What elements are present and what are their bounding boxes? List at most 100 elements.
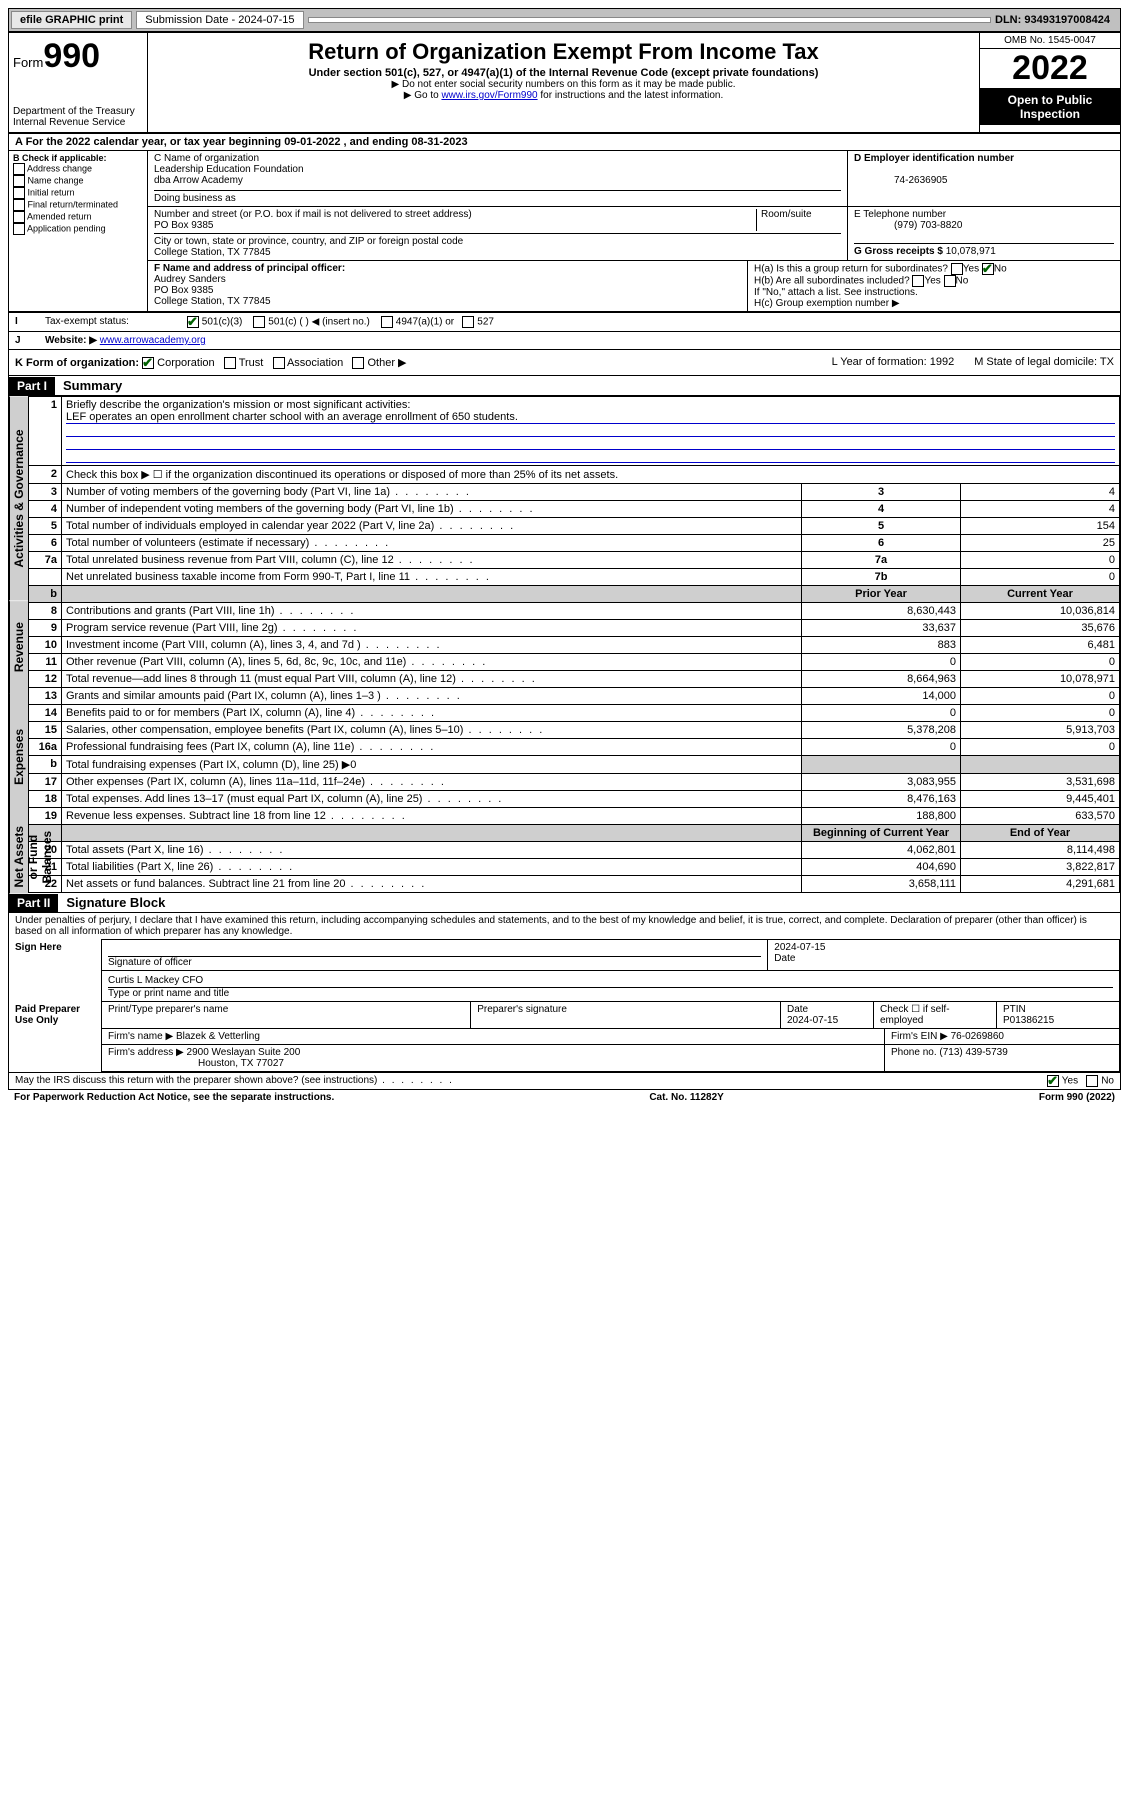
- line-k: K Form of organization: Corporation Trus…: [9, 349, 1120, 376]
- k-other: Other ▶: [367, 357, 406, 369]
- discuss-yes-chk[interactable]: [1047, 1075, 1059, 1087]
- hdr-prior: Prior Year: [802, 586, 961, 603]
- e-label: E Telephone number: [854, 209, 946, 220]
- efile-button[interactable]: efile GRAPHIC print: [11, 11, 132, 29]
- vtab-expenses: Expenses: [9, 694, 28, 820]
- firm-ein-label: Firm's EIN ▶: [891, 1031, 948, 1042]
- hb-no-chk[interactable]: [944, 275, 956, 287]
- k-corp-chk[interactable]: [142, 357, 154, 369]
- prep-self-employed[interactable]: Check ☐ if self-employed: [874, 1002, 997, 1028]
- ha-yes-chk[interactable]: [951, 263, 963, 275]
- mission-line3: [66, 437, 1115, 450]
- chk-name-change[interactable]: Name change: [13, 175, 143, 187]
- summary-row: 3Number of voting members of the governi…: [29, 484, 1120, 501]
- form-title: Return of Organization Exempt From Incom…: [152, 39, 975, 65]
- form-990-number: 990: [43, 37, 100, 75]
- sig-date-value: 2024-07-15: [774, 942, 1113, 953]
- goto-line: ▶ Go to www.irs.gov/Form990 for instruct…: [152, 90, 975, 101]
- k-assoc: Association: [287, 357, 343, 369]
- address-block: Number and street (or P.O. box if mail i…: [148, 207, 848, 260]
- i-501c: 501(c) ( ) ◀ (insert no.): [268, 317, 370, 328]
- firm-name-value: Blazek & Vetterling: [176, 1031, 260, 1042]
- i-label: Tax-exempt status:: [39, 313, 181, 331]
- goto-pre: ▶ Go to: [404, 90, 442, 101]
- prep-sig-label: Preparer's signature: [471, 1002, 781, 1028]
- tax-year: 2022: [980, 49, 1120, 89]
- summary-row: 13Grants and similar amounts paid (Part …: [29, 688, 1120, 705]
- h-a: H(a) Is this a group return for subordin…: [754, 263, 1114, 275]
- i-501c3-chk[interactable]: [187, 316, 199, 328]
- lbl-final-return: Final return/terminated: [28, 199, 119, 209]
- header-right: OMB No. 1545-0047 2022 Open to Public In…: [979, 33, 1120, 132]
- lbl-amended: Amended return: [27, 211, 92, 221]
- part1-badge: Part I: [9, 377, 55, 395]
- chk-app-pending[interactable]: Application pending: [13, 223, 143, 235]
- ssn-warning: ▶ Do not enter social security numbers o…: [152, 79, 975, 90]
- i-4947-chk[interactable]: [381, 316, 393, 328]
- summary-row: 18Total expenses. Add lines 13–17 (must …: [29, 791, 1120, 808]
- hc-text: H(c) Group exemption number ▶: [754, 298, 1114, 309]
- chk-initial-return[interactable]: Initial return: [13, 187, 143, 199]
- f-label: F Name and address of principal officer:: [154, 263, 345, 274]
- room-label: Room/suite: [756, 209, 841, 231]
- hb-note: If "No," attach a list. See instructions…: [754, 287, 1114, 298]
- h-b: H(b) Are all subordinates included? Yes …: [754, 275, 1114, 287]
- k-trust-chk[interactable]: [224, 357, 236, 369]
- form-header: Form990 Department of the Treasury Inter…: [9, 33, 1120, 134]
- sig-officer-label: Signature of officer: [108, 957, 192, 968]
- chk-final-return[interactable]: Final return/terminated: [13, 199, 143, 211]
- hb-text: H(b) Are all subordinates included?: [754, 276, 910, 287]
- footer-mid: Cat. No. 11282Y: [649, 1092, 723, 1103]
- summary-row: 14Benefits paid to or for members (Part …: [29, 705, 1120, 722]
- i-501c-chk[interactable]: [253, 316, 265, 328]
- form-subtitle: Under section 501(c), 527, or 4947(a)(1)…: [152, 67, 975, 79]
- firm-ein-value: 76-0269860: [951, 1031, 1004, 1042]
- ha-yes: Yes: [963, 264, 979, 275]
- discuss-no-chk[interactable]: [1086, 1075, 1098, 1087]
- i-527: 527: [477, 317, 494, 328]
- ptin-label: PTIN: [1003, 1004, 1026, 1015]
- k-assoc-chk[interactable]: [273, 357, 285, 369]
- website-link[interactable]: www.arrowacademy.org: [100, 335, 206, 346]
- line-j: J Website: ▶ www.arrowacademy.org: [9, 331, 1120, 349]
- column-b-checkboxes: B Check if applicable: Address change Na…: [9, 151, 148, 311]
- section-b-through-g: B Check if applicable: Address change Na…: [9, 151, 1120, 312]
- page-footer: For Paperwork Reduction Act Notice, see …: [8, 1090, 1121, 1105]
- hb-yes-chk[interactable]: [912, 275, 924, 287]
- summary-row: 22Net assets or fund balances. Subtract …: [29, 876, 1120, 893]
- ha-no: No: [994, 264, 1007, 275]
- type-name-line[interactable]: Curtis L Mackey CFO: [108, 973, 1113, 988]
- hdr-current: Current Year: [961, 586, 1120, 603]
- hb-yes: Yes: [924, 276, 940, 287]
- ptin-value: P01386215: [1003, 1015, 1054, 1026]
- footer-left: For Paperwork Reduction Act Notice, see …: [14, 1092, 334, 1103]
- i-527-chk[interactable]: [462, 316, 474, 328]
- top-bar: efile GRAPHIC print Submission Date - 20…: [8, 8, 1121, 32]
- city-value: College Station, TX 77845: [154, 247, 271, 258]
- firm-addr1: 2900 Weslayan Suite 200: [187, 1047, 301, 1058]
- vtab-netassets: Net Assets or Fund Balances: [9, 820, 28, 894]
- officer-sig-line[interactable]: [108, 942, 761, 957]
- paid-preparer-label: Paid Preparer Use Only: [9, 1002, 102, 1072]
- summary-row: 21Total liabilities (Part X, line 26)404…: [29, 859, 1120, 876]
- part2-title: Signature Block: [58, 893, 173, 912]
- c-label: C Name of organization: [154, 153, 259, 164]
- chk-amended[interactable]: Amended return: [13, 211, 143, 223]
- discuss-text: May the IRS discuss this return with the…: [15, 1075, 454, 1087]
- name-ein-row: C Name of organization Leadership Educat…: [148, 151, 1120, 207]
- ein-block: D Employer identification number 74-2636…: [848, 151, 1120, 206]
- hdr-b: b: [29, 586, 62, 603]
- irs-link[interactable]: www.irs.gov/Form990: [441, 90, 537, 101]
- k-other-chk[interactable]: [352, 357, 364, 369]
- city-label: City or town, state or province, country…: [154, 236, 463, 247]
- row-a-tax-year: A For the 2022 calendar year, or tax yea…: [9, 134, 1120, 151]
- officer-typed-name: Curtis L Mackey CFO: [108, 975, 203, 986]
- l-year: L Year of formation: 1992: [832, 356, 955, 369]
- ha-no-chk[interactable]: [982, 263, 994, 275]
- chk-address-change[interactable]: Address change: [13, 163, 143, 175]
- part1-body: Activities & Governance Revenue Expenses…: [9, 396, 1120, 893]
- prep-date-label: Date: [787, 1004, 808, 1015]
- summary-row: 17Other expenses (Part IX, column (A), l…: [29, 774, 1120, 791]
- summary-row: Net unrelated business taxable income fr…: [29, 569, 1120, 586]
- officer-addr2: College Station, TX 77845: [154, 296, 271, 307]
